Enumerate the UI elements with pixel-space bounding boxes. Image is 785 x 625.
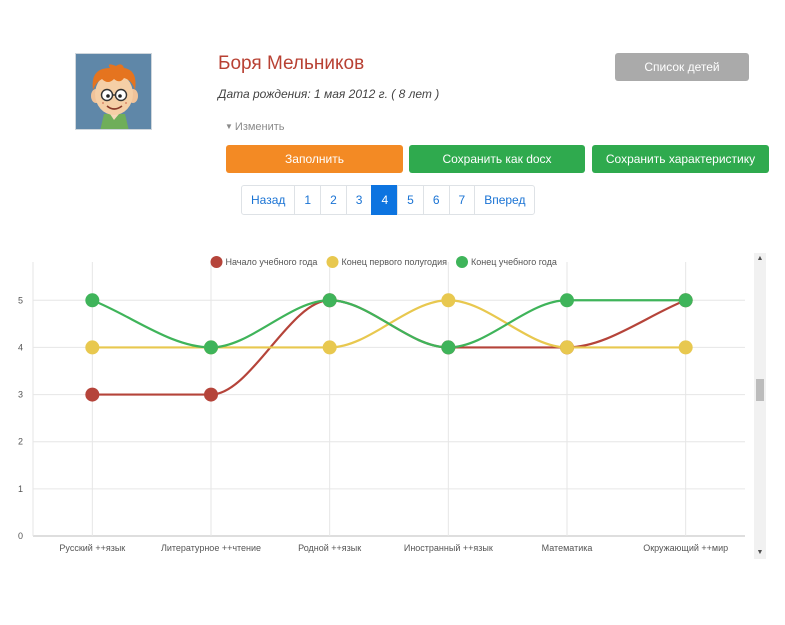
scroll-thumb[interactable] [756,379,764,401]
boy-avatar-image [76,54,151,129]
birth-date: Дата рождения: 1 мая 2012 г. ( 8 лет ) [218,87,440,101]
legend-marker [326,256,339,268]
data-point [441,340,456,355]
data-point [560,293,574,308]
data-point [85,293,100,308]
scroll-down-icon[interactable]: ▼ [756,549,764,556]
data-point [322,340,337,355]
save-docx-button[interactable]: Сохранить как docx [409,145,585,173]
y-tick-label: 3 [18,390,23,400]
x-tick-label: Литературное ++чтение [161,543,261,553]
x-tick-label: Окружающий ++мир [643,543,728,553]
caret-down-icon: ▼ [225,122,233,131]
page-prev-button[interactable]: Назад [241,185,296,215]
page-next-button[interactable]: Вперед [474,185,536,215]
legend-label: Начало учебного года [226,257,318,267]
page-4-button[interactable]: 4 [371,185,399,215]
data-point [560,340,574,355]
y-tick-label: 5 [18,295,23,305]
save-characteristic-button[interactable]: Сохранить характеристику [592,145,769,173]
legend-label: Конец учебного года [471,257,557,267]
fill-button[interactable]: Заполнить [226,145,403,173]
page-1-button[interactable]: 1 [294,185,322,215]
page-7-button[interactable]: 7 [448,185,476,215]
data-point [204,340,218,355]
page-2-button[interactable]: 2 [320,185,347,215]
y-tick-label: 1 [18,484,23,494]
x-tick-label: Иностранный ++язык [404,543,493,553]
data-point [85,340,100,355]
data-point [678,340,693,355]
legend-marker [210,256,223,268]
legend-marker [456,256,468,268]
x-tick-label: Русский ++язык [59,543,125,553]
chart-svg: 0 1 2 3 4 5 Русский ++язык Литературное ++чтени… [18,256,745,553]
page-5-button[interactable]: 5 [397,185,424,215]
child-name: Боря Мельников [218,53,365,74]
progress-chart: 0 1 2 3 4 5 Русский ++язык Литературное ++чтени… [0,250,768,564]
data-point [678,293,693,308]
page-3-button[interactable]: 3 [345,185,373,215]
x-tick-label: Родной ++язык [298,543,361,553]
data-point [322,293,337,308]
chart-scrollbar[interactable]: ▲ ▼ [754,253,766,559]
y-tick-label: 0 [18,531,23,541]
edit-toggle-label: Изменить [234,121,285,133]
children-list-button[interactable]: Список детей [615,53,749,81]
x-tick-label: Математика [542,543,593,553]
legend-label: Конец первого полугодия [342,257,448,267]
series-line [91,299,686,349]
y-tick-label: 4 [18,342,23,352]
pagination: Назад 1 2 3 4 5 6 7 Вперед [241,185,536,215]
data-point [204,387,218,402]
data-point [85,387,100,402]
y-tick-label: 2 [18,437,23,447]
scroll-up-icon[interactable]: ▲ [756,255,764,262]
data-point [441,293,456,308]
child-avatar [75,53,152,130]
page-6-button[interactable]: 6 [422,185,450,215]
edit-toggle[interactable]: ▼ Изменить [225,121,285,133]
